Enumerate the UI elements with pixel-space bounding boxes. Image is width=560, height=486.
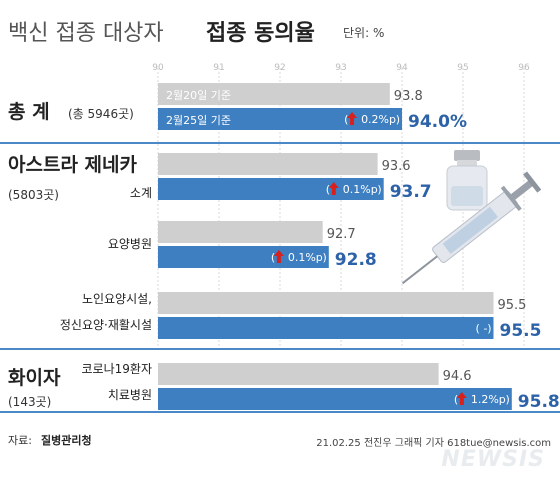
change-value: 0.2%p [361,113,396,126]
paren-close: ) [377,183,381,196]
axis-tick-label: 92 [274,63,285,73]
row-label: 정신요양·재활시설 [60,318,152,332]
value-previous: 95.5 [498,298,527,313]
change-value: - [484,322,488,335]
value-previous: 93.8 [394,89,423,104]
value-previous: 92.7 [327,227,356,242]
bar-current [158,108,402,130]
group-name: 화이자 [8,367,61,389]
value-current: 95.5 [500,321,542,341]
axis-tick-label: 94 [396,63,408,73]
group-sub: (5803곳) [8,188,59,202]
change-value: 1.2%p [471,393,506,406]
row-label: 코로나19환자 [82,362,152,376]
paren-close: ) [506,393,510,406]
group-sub: (총 5946곳) [68,107,134,121]
paren-open: ( [454,393,458,406]
paren-open: ( [271,251,275,264]
value-current: 92.8 [335,250,377,270]
row-label: 노인요양시설, [82,292,152,306]
paren-close: ) [487,322,491,335]
up-arrow-icon [328,182,339,195]
watermark-logo: NEWSIS [441,447,545,472]
syringe-plunger-head [523,171,542,193]
syringe-liquid [442,206,498,254]
value-previous: 94.6 [443,369,472,384]
vial-neck [457,160,477,167]
paren-close: ) [323,251,327,264]
vial-cap [454,150,480,161]
vaccine-syringe-illustration [401,150,542,285]
axis-tick-label: 90 [152,63,164,73]
source-name: 질병관리청 [41,433,92,447]
group-name: 총 계 [8,101,50,123]
bar-date-current: 2월25일 기준 [166,113,231,127]
bar-current [158,178,384,200]
paren-open: ( [344,113,348,126]
title-light: 백신 접종 대상자 [8,21,164,46]
syringe [401,171,542,285]
row-label: 치료병원 [108,388,152,402]
axis-tick-label: 96 [518,63,530,73]
row-label: 소계 [130,186,152,200]
up-arrow-icon [273,250,284,263]
credit-text: 21.02.25 전진우 그래픽 기자 618tue@newsis.com [316,437,551,449]
bar-previous [158,83,390,105]
group-name: 아스트라 제네카 [8,154,137,176]
syringe-needle [401,255,438,285]
bar-previous [158,221,323,243]
paren-open: ( [326,183,330,196]
up-arrow-icon [347,112,358,125]
source-label: 자료: [8,434,32,447]
syringe-flange [500,185,522,212]
paren-close: ) [396,113,400,126]
title-bold: 접종 동의율 [206,21,315,46]
bar-current [158,246,329,268]
unit-label: 단위: % [343,26,384,40]
syringe-plunger [510,179,534,200]
bar-current [158,388,512,410]
row-label: 요양병원 [108,237,152,251]
value-current: 94.0% [408,112,467,132]
bar-previous [158,363,439,385]
up-arrow-icon [456,392,467,405]
vial-liquid [451,186,483,206]
bar-previous [158,292,494,314]
axis-tick-label: 91 [213,63,224,73]
change-value: 0.1%p [343,183,378,196]
value-previous: 93.6 [382,159,411,174]
value-current: 93.7 [390,182,432,202]
group-sub: (143곳) [8,395,51,409]
bar-current [158,317,494,339]
bar-date-previous: 2월20일 기준 [166,88,231,102]
axis-tick-label: 93 [335,63,346,73]
paren-open: ( [476,322,480,335]
axis-tick-label: 95 [457,63,468,73]
value-current: 95.8 [518,392,560,412]
bar-previous [158,153,378,175]
change-value: 0.1%p [288,251,323,264]
